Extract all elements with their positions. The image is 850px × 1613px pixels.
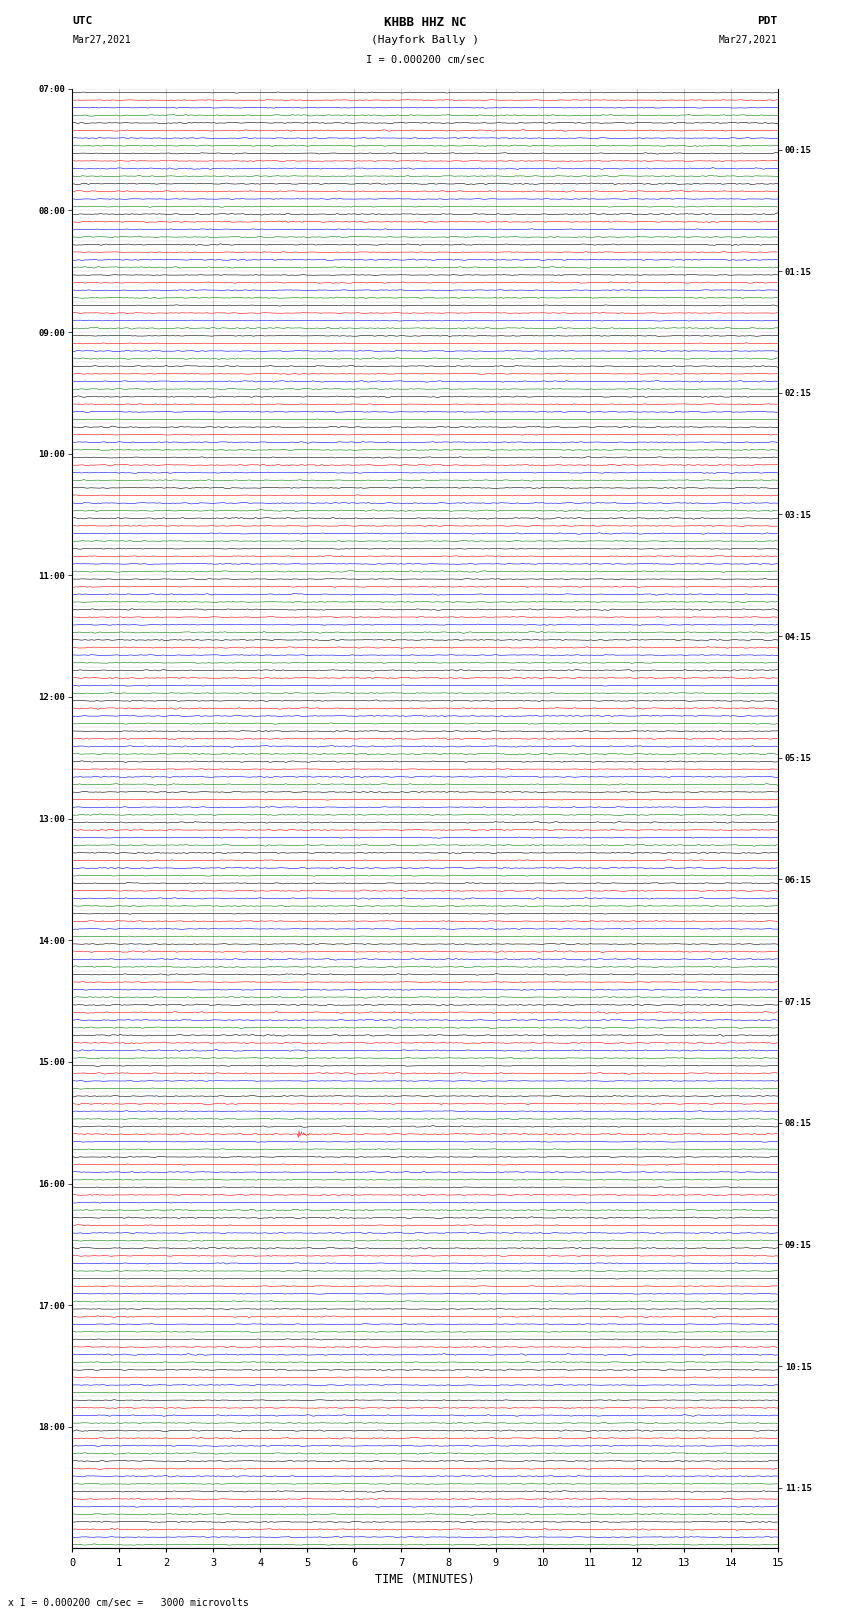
- X-axis label: TIME (MINUTES): TIME (MINUTES): [375, 1573, 475, 1586]
- Text: KHBB HHZ NC: KHBB HHZ NC: [383, 16, 467, 29]
- Text: Mar27,2021: Mar27,2021: [72, 35, 131, 45]
- Text: PDT: PDT: [757, 16, 778, 26]
- Text: Mar27,2021: Mar27,2021: [719, 35, 778, 45]
- Text: (Hayfork Bally ): (Hayfork Bally ): [371, 35, 479, 45]
- Text: I = 0.000200 cm/sec: I = 0.000200 cm/sec: [366, 55, 484, 65]
- Text: UTC: UTC: [72, 16, 93, 26]
- Text: x I = 0.000200 cm/sec =   3000 microvolts: x I = 0.000200 cm/sec = 3000 microvolts: [8, 1598, 249, 1608]
